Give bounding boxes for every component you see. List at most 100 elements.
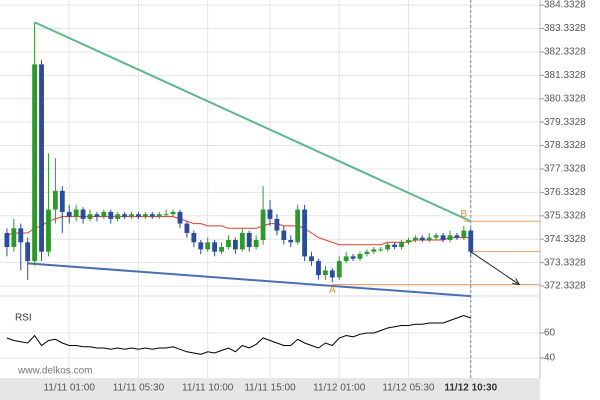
- y-tick-label: 382.3328: [544, 47, 586, 58]
- candle-body: [87, 214, 93, 219]
- candle-body: [392, 244, 398, 248]
- candle-body: [4, 232, 10, 248]
- candle-body: [212, 242, 218, 252]
- candle-body: [136, 214, 141, 217]
- candle-body: [468, 230, 474, 252]
- candle-body: [198, 242, 204, 250]
- candle-body: [302, 209, 308, 257]
- x-tick-label: 11/11 01:00: [44, 383, 96, 394]
- candle-body: [399, 242, 404, 248]
- y-tick-label: 377.3328: [544, 164, 586, 175]
- candle-body: [267, 209, 273, 219]
- y-tick-label: 372.3328: [544, 281, 586, 292]
- candle-body: [295, 209, 301, 243]
- candle-body: [94, 214, 100, 217]
- arrow-head: [512, 278, 521, 286]
- candle-body: [322, 270, 328, 276]
- candle-body: [412, 237, 418, 240]
- candle-body: [219, 247, 224, 252]
- candle-body: [122, 214, 128, 217]
- candle-body: [232, 239, 238, 250]
- x-tick-label: 11/11 05:30: [113, 383, 165, 394]
- trend-line: [34, 21, 472, 223]
- candle-body: [316, 261, 321, 276]
- candle-body: [149, 214, 155, 217]
- y-tick-label: 383.3328: [544, 23, 586, 34]
- candle-body: [101, 211, 107, 217]
- candle-body: [52, 190, 58, 210]
- x-axis-band: [0, 378, 540, 400]
- x-tick-label: 11/11 15:00: [244, 383, 296, 394]
- candle-body: [59, 190, 65, 212]
- x-tick-label: 11/11 10:00: [182, 383, 234, 394]
- candle-body: [226, 239, 231, 248]
- candle-body: [11, 228, 17, 248]
- candle-body: [447, 235, 453, 240]
- y-tick-label: 374.3328: [544, 234, 586, 245]
- candle-body: [343, 256, 349, 262]
- candle-body: [419, 237, 425, 240]
- candle-body: [73, 209, 79, 217]
- x-tick-label: 11/12 10:30: [444, 383, 497, 394]
- x-tick-label: 11/12 05:30: [382, 383, 435, 394]
- candle-body: [288, 239, 294, 243]
- candle-body: [406, 239, 411, 243]
- annotation: A: [329, 285, 336, 296]
- candle-body: [80, 209, 86, 219]
- candle-body: [281, 230, 287, 240]
- candle-body: [66, 211, 72, 217]
- y-tick-label: 381.3328: [544, 70, 586, 81]
- candle-body: [357, 254, 363, 259]
- candle-body: [274, 218, 280, 231]
- candle-body: [239, 232, 245, 250]
- candle-body: [385, 244, 391, 250]
- candle-body: [46, 209, 51, 252]
- candle-body: [25, 242, 31, 262]
- annotation: B: [461, 209, 468, 220]
- candle-body: [461, 230, 467, 238]
- y-tick-label: 373.3328: [544, 257, 586, 268]
- candle-body: [364, 251, 370, 255]
- candle-body: [246, 232, 252, 248]
- candle-body: [440, 235, 446, 240]
- trend-line: [27, 262, 471, 298]
- y-tick-label: 379.3328: [544, 117, 586, 128]
- y-tick-label: 40: [544, 353, 556, 364]
- candle-body: [253, 239, 259, 248]
- candle-body: [329, 270, 335, 278]
- candle-body: [350, 256, 356, 259]
- candle-body: [260, 209, 266, 240]
- candle-body: [163, 214, 169, 216]
- rsi-label: RSI: [15, 313, 32, 324]
- candle-body: [18, 228, 24, 243]
- candle-body: [371, 249, 377, 252]
- rsi-line: [6, 314, 471, 355]
- candle-body: [433, 235, 439, 238]
- candle-body: [191, 232, 197, 243]
- candle-body: [426, 237, 432, 240]
- candle-body: [156, 214, 162, 217]
- candle-body: [205, 242, 211, 250]
- y-tick-label: 384.3328: [544, 0, 586, 11]
- arrow: [470, 251, 520, 285]
- candle-body: [336, 261, 342, 278]
- candle-body: [378, 249, 384, 251]
- candle-body: [129, 214, 134, 217]
- candle-body: [309, 256, 314, 262]
- watermark: www.delkos.com: [17, 366, 92, 377]
- y-tick-label: 376.3328: [544, 187, 586, 198]
- y-tick-label: 375.3328: [544, 210, 586, 221]
- candle-body: [184, 223, 190, 233]
- candle-body: [142, 214, 148, 217]
- y-tick-label: 380.3328: [544, 93, 586, 104]
- y-tick-label: 60: [544, 328, 556, 339]
- candle-body: [108, 211, 114, 219]
- candle-body: [177, 211, 183, 224]
- x-tick-label: 11/12 01:00: [313, 383, 366, 394]
- candle-body: [115, 214, 121, 219]
- candle-body: [32, 64, 38, 262]
- candle-body: [454, 235, 460, 238]
- y-tick-label: 378.3328: [544, 140, 586, 151]
